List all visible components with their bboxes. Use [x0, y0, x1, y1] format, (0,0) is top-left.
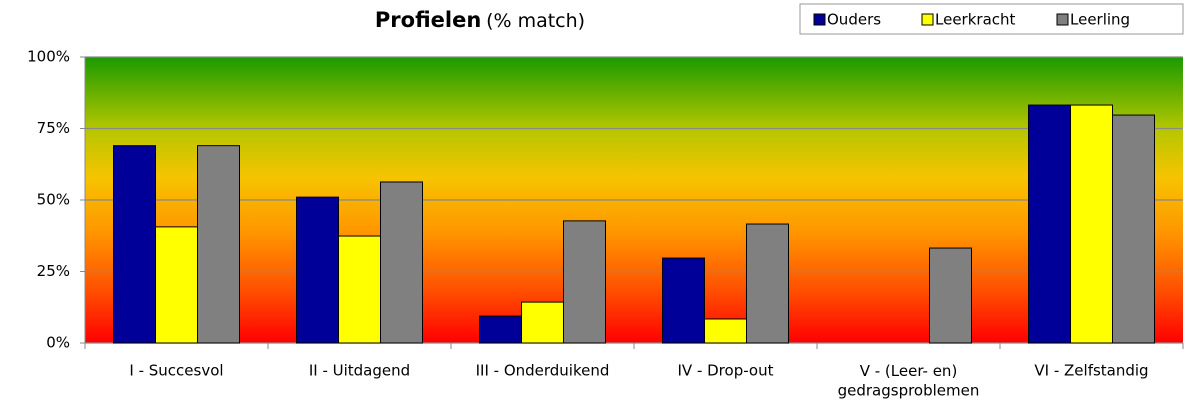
y-tick-label: 25%: [37, 262, 70, 280]
bar: [380, 181, 423, 344]
bar: [113, 145, 156, 344]
bar: [338, 235, 381, 344]
bar: [155, 226, 198, 344]
y-tick-label: 0%: [46, 334, 70, 352]
legend-label: Leerkracht: [935, 11, 1016, 29]
x-tick-label: VI - Zelfstandig: [1034, 362, 1148, 380]
bar: [479, 315, 522, 344]
legend-swatch: [813, 13, 826, 26]
legend-swatch: [1056, 13, 1069, 26]
y-tick-label: 75%: [37, 119, 70, 137]
legend-swatch: [921, 13, 934, 26]
legend: [799, 3, 1184, 35]
bar: [746, 223, 789, 344]
legend-label: Leerling: [1070, 11, 1130, 29]
bar: [197, 145, 240, 344]
bar: [563, 220, 606, 344]
bar: [1028, 104, 1071, 344]
legend-label: Ouders: [827, 11, 881, 29]
bar: [704, 318, 747, 344]
y-tick-label: 100%: [27, 48, 70, 66]
x-tick-label: V - (Leer- en) gedragsproblemen: [838, 362, 980, 400]
chart-title: Profielen (% match): [375, 8, 585, 32]
x-tick-label: IV - Drop-out: [678, 362, 774, 380]
y-tick-label: 50%: [37, 191, 70, 209]
subtitle: (% match): [486, 10, 585, 32]
x-tick-label: I - Succesvol: [129, 362, 223, 380]
bar: [929, 247, 972, 344]
bar: [1070, 104, 1113, 344]
bar: [521, 301, 564, 344]
bar: [1112, 114, 1155, 344]
bar: [296, 196, 339, 344]
title: Profielen: [375, 8, 481, 32]
x-tick-label: III - Onderduikend: [476, 362, 610, 380]
bar: [662, 257, 705, 344]
x-tick-label: II - Uitdagend: [309, 362, 410, 380]
